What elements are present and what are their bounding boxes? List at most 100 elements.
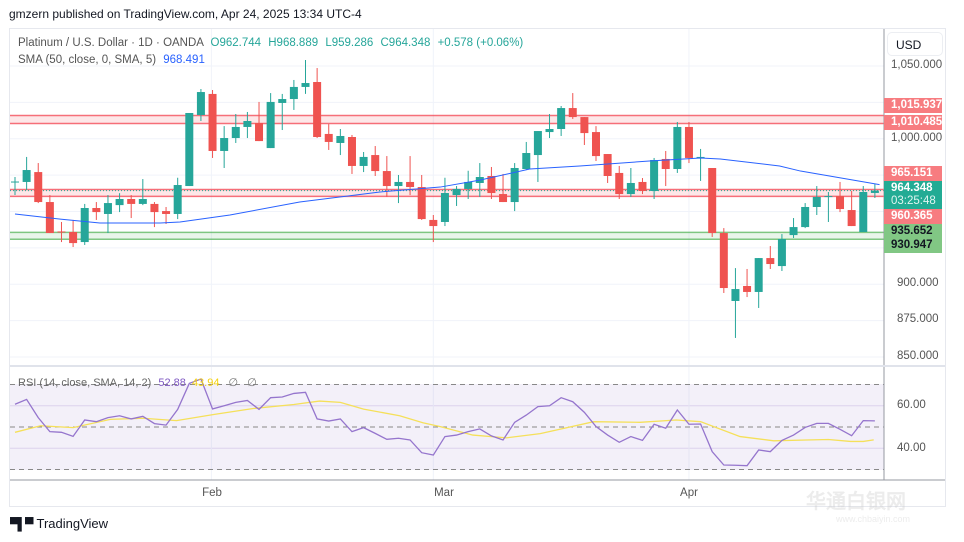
candle (870, 184, 879, 198)
candle-body-down (92, 208, 101, 213)
candle-body-down (603, 154, 612, 176)
candle-body-up (801, 206, 810, 228)
candle-body-up (626, 182, 635, 195)
candle (162, 206, 171, 225)
rsi-sma-line (14, 400, 874, 443)
resistance-zone (10, 115, 884, 124)
candle (278, 93, 287, 131)
candle-body-up (243, 120, 252, 127)
rsi-line (14, 378, 875, 467)
candle-body-down (382, 171, 391, 187)
candle (708, 167, 717, 237)
candle (533, 131, 542, 182)
rsi-label[interactable]: RSI (14, close, SMA, 14, 2) (18, 377, 152, 389)
support-tag-high: 935.652 (884, 224, 942, 238)
candle (382, 156, 391, 197)
gridlines (10, 29, 884, 480)
candle-body-down (57, 231, 66, 233)
support-zone (10, 232, 884, 240)
candle-body-up (696, 156, 705, 158)
candle-body-down (592, 132, 600, 157)
candle-body-down (836, 196, 845, 210)
rsi-value: 52.88 (158, 377, 186, 389)
candle (220, 126, 229, 168)
price-tick: 875.000 (897, 313, 939, 325)
symbol-title[interactable]: Platinum / U.S. Dollar · 1D · OANDA (18, 37, 204, 49)
rsi-levels (10, 384, 884, 470)
candle-body-up (777, 238, 786, 267)
candle-body-up (673, 126, 682, 170)
candle (289, 79, 298, 110)
candle-body-down (208, 93, 217, 151)
ohlc-open: O962.744 (210, 37, 262, 49)
resistance-tag-lower-low: 960.365 (884, 209, 942, 224)
candle-body-up (278, 99, 287, 103)
candle-body-down (347, 137, 356, 166)
candle-body-down (766, 258, 775, 265)
candle (626, 167, 635, 197)
watermark-title: 华通白银网 (806, 491, 906, 513)
candle (696, 148, 705, 181)
watermark-url: www.chbaiyin.com (836, 514, 911, 524)
candle (231, 114, 240, 143)
currency-button[interactable]: USD (887, 32, 943, 56)
price-tick: 1,050.000 (891, 59, 943, 71)
candle (406, 156, 415, 196)
candle (650, 157, 659, 199)
candle (92, 202, 101, 220)
candle (173, 177, 182, 220)
candle (208, 90, 217, 158)
candle-body-up (80, 208, 89, 243)
sma-label[interactable]: SMA (50, close, 0, SMA, 5) (18, 54, 157, 66)
candle (255, 101, 264, 142)
candle-body-down (661, 158, 670, 170)
candle (371, 146, 380, 176)
candle-body-up (731, 289, 740, 301)
candle (57, 221, 66, 243)
candle (510, 163, 519, 212)
candle-body-up (650, 159, 659, 191)
candle-body-up (522, 153, 531, 170)
candle (615, 165, 624, 199)
candle (684, 122, 693, 164)
candle (859, 186, 868, 233)
candle-body-up (452, 188, 461, 196)
candle-body-down (499, 194, 508, 203)
candle (743, 268, 752, 298)
tradingview-logo[interactable]: ▀▌▀ TradingView (10, 516, 108, 531)
candle (11, 177, 19, 196)
candle (347, 134, 356, 174)
candle-body-down (580, 117, 589, 134)
candle (417, 174, 426, 220)
rsi-extra-2: ∅ (247, 377, 257, 389)
candle-body-down (313, 82, 322, 138)
candle-body-down (568, 108, 577, 118)
resistance-tag-upper-low: 1,010.485 (884, 115, 942, 130)
candle-body-up (301, 83, 310, 87)
candle (115, 193, 124, 213)
candle-body-up (196, 92, 205, 116)
candle (185, 112, 194, 187)
candle (754, 258, 763, 308)
candle (452, 186, 461, 206)
candle (80, 203, 89, 245)
candle (440, 177, 449, 227)
candle-body-up (510, 167, 519, 203)
time-label-apr: Apr (680, 487, 698, 499)
rsi-tick: 40.00 (897, 442, 926, 454)
candle (603, 154, 612, 183)
tradingview-logo-icon: ▀▌▀ (10, 516, 33, 531)
last-price-tag: 964.348 03:25:48 (884, 181, 942, 209)
candle (545, 114, 554, 139)
candle-body-up (440, 193, 449, 222)
candle-body-up (231, 126, 240, 139)
candle (719, 228, 728, 293)
price-tick: 850.000 (897, 350, 939, 362)
candle-body-up (103, 203, 112, 214)
candle-body-down (429, 219, 438, 227)
candle-body-down (708, 167, 717, 234)
candle-body-down (255, 123, 264, 142)
candle-body-up (138, 198, 147, 204)
candle-body-down (684, 126, 693, 158)
